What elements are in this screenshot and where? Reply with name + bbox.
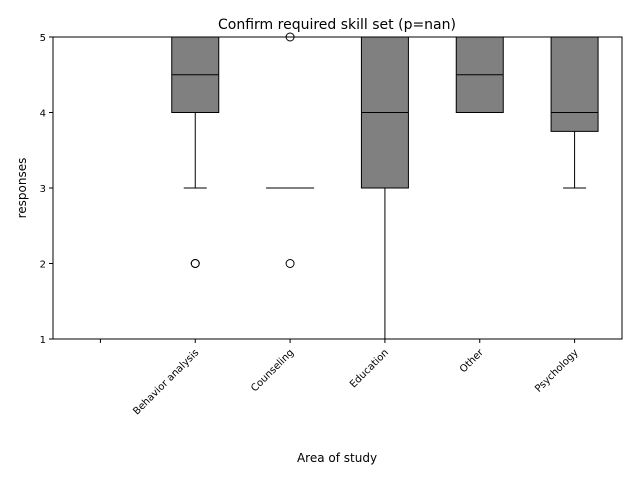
- outlier-point: [191, 260, 199, 268]
- x-axis-ticks: Behavior analysis Counseling Education Othe…: [100, 339, 580, 417]
- outlier-point: [286, 260, 294, 268]
- x-tick-label: Other: [458, 347, 486, 375]
- box-group: [172, 37, 219, 268]
- plot-area: [172, 33, 598, 339]
- y-axis-label: responses: [15, 158, 29, 219]
- y-tick-label: 2: [40, 260, 46, 271]
- y-tick-label: 5: [40, 33, 46, 44]
- box-group: [267, 33, 314, 268]
- box-group: [551, 37, 598, 188]
- box-body: [551, 37, 598, 131]
- box-group: [456, 37, 503, 113]
- x-tick-label: Psychology: [533, 347, 581, 395]
- plot-frame: [53, 37, 622, 339]
- x-tick-label: Behavior analysis: [131, 347, 201, 417]
- x-tick-label: Counseling: [249, 347, 296, 394]
- x-tick-label: Education: [348, 347, 391, 390]
- y-axis-ticks: 1 2 3 4 5: [40, 33, 53, 346]
- y-tick-label: 4: [40, 109, 46, 120]
- box-group: [361, 37, 408, 339]
- y-tick-label: 3: [40, 184, 46, 195]
- x-axis-label: Area of study: [297, 451, 377, 465]
- y-tick-label: 1: [40, 335, 46, 346]
- chart-title: Confirm required skill set (p=nan): [218, 17, 456, 33]
